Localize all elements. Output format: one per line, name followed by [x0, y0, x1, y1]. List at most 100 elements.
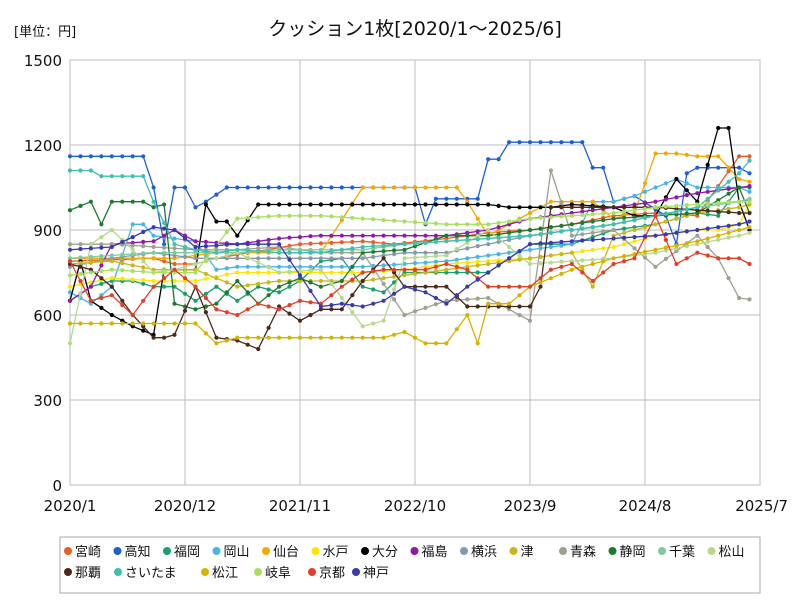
data-point [716, 233, 721, 238]
data-point [465, 267, 470, 272]
data-point [130, 312, 135, 318]
data-point [318, 233, 323, 238]
data-point [182, 185, 188, 190]
data-point [737, 205, 742, 210]
data-point [67, 290, 73, 295]
data-point [580, 226, 585, 231]
data-point [601, 211, 606, 216]
data-point [590, 225, 595, 230]
data-point [486, 284, 491, 289]
data-point [277, 256, 282, 261]
data-point [538, 140, 543, 145]
data-point [99, 263, 104, 268]
data-point [392, 267, 397, 272]
data-point [747, 210, 752, 216]
legend-swatch [658, 547, 666, 555]
data-point [151, 321, 156, 326]
data-point [329, 293, 334, 298]
data-point [350, 264, 355, 269]
data-point [109, 199, 114, 204]
data-point [381, 281, 386, 286]
data-point [318, 278, 323, 284]
data-point [172, 301, 177, 306]
data-point [737, 210, 742, 216]
data-point [496, 252, 501, 257]
data-point [88, 284, 93, 289]
data-point [182, 250, 188, 255]
data-point [88, 260, 93, 265]
data-point [245, 307, 250, 312]
data-point [256, 242, 261, 247]
data-point [318, 247, 323, 252]
data-point [162, 220, 167, 225]
data-point [78, 321, 83, 326]
data-point [632, 256, 637, 261]
data-point [423, 341, 428, 346]
legend-swatch [707, 547, 716, 555]
data-point [423, 284, 428, 289]
data-point [674, 176, 679, 182]
data-point [224, 266, 229, 271]
data-point [726, 223, 731, 228]
data-point [475, 296, 480, 301]
data-point [371, 335, 376, 340]
data-point [475, 234, 480, 239]
data-point [622, 220, 627, 225]
data-point [109, 227, 114, 233]
data-point [360, 239, 365, 244]
data-point [88, 321, 93, 326]
data-point [559, 205, 564, 210]
data-point [465, 284, 470, 289]
data-point [99, 295, 104, 301]
data-point [507, 219, 512, 224]
data-point [297, 185, 303, 190]
data-point [517, 234, 522, 239]
data-point [203, 295, 208, 301]
data-point [412, 185, 418, 190]
data-point [423, 290, 428, 295]
data-point [203, 331, 208, 336]
data-point [78, 261, 83, 266]
data-point [381, 185, 386, 190]
data-point [486, 227, 491, 233]
data-point [130, 252, 135, 257]
data-point [329, 202, 334, 207]
data-point [99, 245, 104, 250]
legend-label: 松山 [719, 545, 745, 560]
data-point [381, 335, 386, 340]
data-point [684, 152, 689, 157]
legend-label: 福岡 [174, 545, 200, 560]
data-point [475, 341, 480, 346]
data-point [412, 287, 418, 292]
data-point [642, 206, 648, 211]
data-point [433, 302, 438, 307]
data-point [245, 248, 250, 253]
data-point [203, 310, 208, 315]
data-point [642, 215, 648, 220]
data-point [381, 249, 386, 254]
data-point [308, 335, 313, 340]
data-point [151, 250, 156, 255]
data-point [527, 210, 533, 216]
data-point [684, 256, 689, 261]
data-point [162, 245, 167, 250]
data-point [507, 235, 512, 240]
data-point [465, 246, 470, 251]
legend-swatch [308, 568, 316, 576]
data-point [496, 239, 501, 244]
data-point [705, 239, 710, 244]
data-point [339, 284, 344, 289]
data-point [674, 243, 679, 248]
data-point [423, 202, 428, 207]
data-point [381, 318, 386, 323]
data-point [402, 284, 407, 289]
data-point [611, 236, 616, 241]
data-point [235, 247, 240, 252]
data-point [339, 240, 344, 245]
data-point [266, 325, 271, 330]
data-point [475, 254, 480, 259]
data-point [517, 205, 522, 210]
data-point [444, 239, 449, 244]
data-point [653, 213, 658, 218]
data-point [590, 199, 595, 204]
